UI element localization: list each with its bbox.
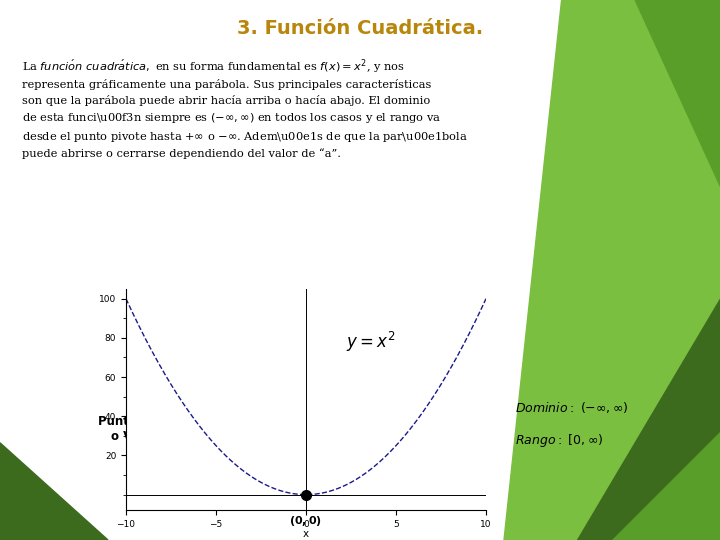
Polygon shape [598,0,720,297]
X-axis label: x: x [303,529,309,539]
Text: $y = x^2$: $y = x^2$ [346,329,395,354]
Polygon shape [0,486,58,540]
Text: La $\mathbf{\mathit{funci\acute{o}n\ cuadr\acute{a}tica,}}$ en su forma fundamen: La $\mathbf{\mathit{funci\acute{o}n\ cua… [22,57,467,159]
Polygon shape [0,443,108,540]
Polygon shape [576,0,720,540]
Text: 3. Función Cuadrática.: 3. Función Cuadrática. [237,19,483,38]
Polygon shape [504,0,720,540]
Text: $\mathit{Rango:}\ [0, \infty)$: $\mathit{Rango:}\ [0, \infty)$ [515,431,603,449]
Polygon shape [612,432,720,540]
Text: $\mathit{Dominio:}\ (-\infty, \infty)$: $\mathit{Dominio:}\ (-\infty, \infty)$ [515,400,629,415]
Text: $\mathbf{(0, 0)}$: $\mathbf{(0, 0)}$ [289,514,323,528]
Text: Punto pivote
o Vértice: Punto pivote o Vértice [98,415,183,443]
